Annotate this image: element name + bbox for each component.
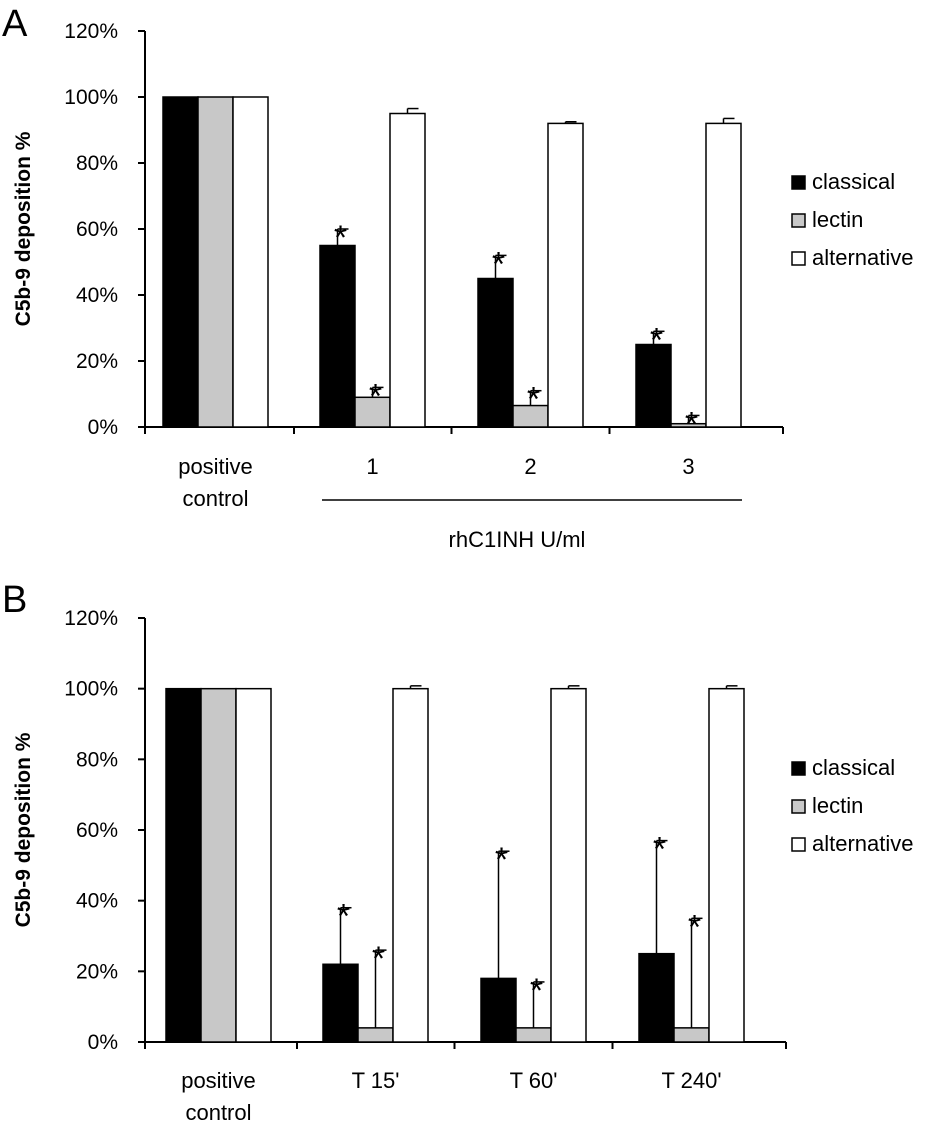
y-tick-label: 120% xyxy=(64,607,118,630)
significance-star: * xyxy=(334,219,347,257)
bar-alternative xyxy=(392,687,429,1043)
bar-alternative xyxy=(547,122,584,428)
category-label: 2 xyxy=(524,454,536,479)
legend-label-classical: classical xyxy=(812,169,895,194)
bar-alternative xyxy=(235,687,272,1043)
y-tick-label: 60% xyxy=(76,819,118,842)
y-axis-label: C5b-9 deposition % xyxy=(12,732,35,927)
bar-alternative xyxy=(232,96,269,428)
category-label: 1 xyxy=(366,454,378,479)
bar-alternative xyxy=(389,112,426,428)
category-label: 3 xyxy=(682,454,694,479)
panel-letter: A xyxy=(2,3,28,45)
y-tick-label: 40% xyxy=(76,284,118,307)
legend: classical lectin alternative xyxy=(791,169,914,270)
category-label: positive xyxy=(181,1068,256,1093)
bar-lectin xyxy=(357,1027,394,1043)
significance-star: * xyxy=(527,381,540,419)
category-label: positive xyxy=(178,454,253,479)
category-label: T 15' xyxy=(352,1068,400,1093)
bar-classical xyxy=(165,687,202,1043)
bar-lectin xyxy=(354,396,391,428)
significance-star: * xyxy=(369,377,382,415)
significance-star: * xyxy=(650,321,663,359)
category-label: control xyxy=(182,486,248,511)
y-tick-label: 0% xyxy=(88,416,118,439)
category-label: T 240' xyxy=(661,1068,721,1093)
significance-star: * xyxy=(653,831,666,869)
significance-star: * xyxy=(492,245,505,283)
bar-lectin xyxy=(197,96,234,428)
y-tick-label: 0% xyxy=(88,1031,118,1054)
panel-letter: B xyxy=(2,579,27,621)
bar-classical xyxy=(638,952,675,1043)
legend-swatch-alternative xyxy=(791,837,806,852)
y-tick-label: 80% xyxy=(76,748,118,771)
legend-label-lectin: lectin xyxy=(812,793,863,818)
legend-label-lectin: lectin xyxy=(812,207,863,232)
legend-swatch-classical xyxy=(791,175,806,190)
legend: classical lectin alternative xyxy=(791,755,914,856)
bar-classical xyxy=(319,244,356,428)
legend-swatch-classical xyxy=(791,761,806,776)
bar-alternative xyxy=(708,687,745,1043)
legend-swatch-alternative xyxy=(791,251,806,266)
category-label: control xyxy=(185,1100,251,1125)
y-tick-label: 40% xyxy=(76,890,118,913)
y-tick-label: 100% xyxy=(64,86,118,109)
y-tick-label: 20% xyxy=(76,960,118,983)
x-axis-label: rhC1INH U/ml xyxy=(449,527,586,552)
bar-lectin xyxy=(200,687,237,1043)
bar-classical xyxy=(162,96,199,428)
bar-classical xyxy=(477,277,514,428)
category-label: T 60' xyxy=(510,1068,558,1093)
y-tick-label: 120% xyxy=(64,20,118,43)
significance-star: * xyxy=(530,972,543,1010)
legend-label-classical: classical xyxy=(812,755,895,780)
significance-star: * xyxy=(688,908,701,946)
legend-swatch-lectin xyxy=(791,213,806,228)
y-tick-label: 20% xyxy=(76,350,118,373)
bar-alternative xyxy=(550,687,587,1043)
y-tick-label: 60% xyxy=(76,218,118,241)
bar-lectin xyxy=(515,1027,552,1043)
bar-lectin xyxy=(673,1027,710,1043)
bar-alternative xyxy=(705,122,742,428)
significance-star: * xyxy=(337,898,350,936)
legend-label-alternative: alternative xyxy=(812,245,914,270)
significance-star: * xyxy=(685,405,698,443)
chart-panel-b: B C5b-9 deposition % 0% 20% 40% 60% 80% 100% 120… xyxy=(2,579,914,1125)
legend-label-alternative: alternative xyxy=(812,831,914,856)
y-axis-label: C5b-9 deposition % xyxy=(12,131,35,326)
y-tick-label: 100% xyxy=(64,678,118,701)
bar-classical xyxy=(480,977,517,1043)
bar-classical xyxy=(322,963,359,1043)
significance-star: * xyxy=(372,940,385,978)
legend-swatch-lectin xyxy=(791,799,806,814)
significance-star: * xyxy=(495,841,508,879)
y-tick-label: 80% xyxy=(76,152,118,175)
chart-panel-a: A C5b-9 deposition % 0% 20% 40% 60% 80% 100% 120… xyxy=(2,3,914,552)
